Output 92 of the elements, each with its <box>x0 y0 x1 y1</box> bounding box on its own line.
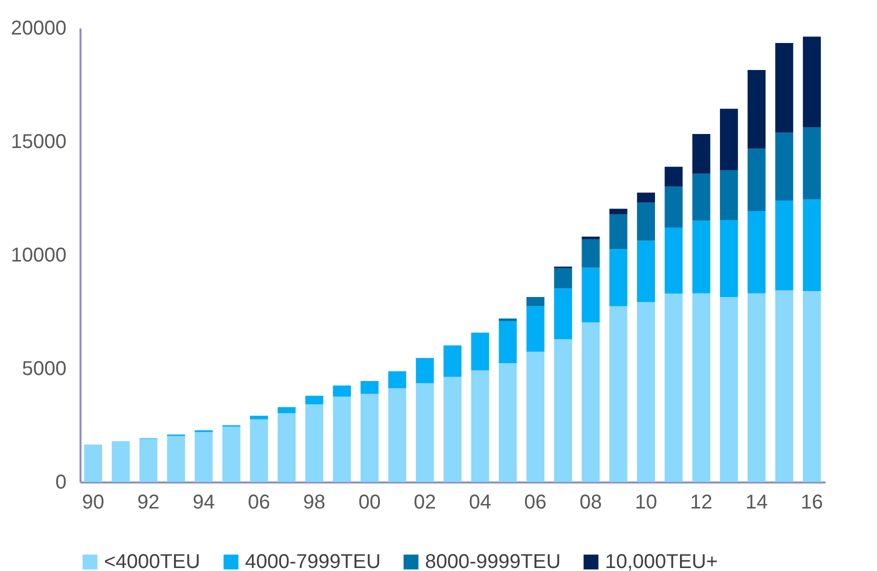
bar <box>388 388 406 482</box>
bar <box>222 426 240 482</box>
bar <box>664 186 683 228</box>
bar <box>748 210 766 294</box>
bar <box>250 416 268 420</box>
bar <box>498 363 517 482</box>
bar <box>637 192 655 203</box>
y-tick-label: 10000 <box>10 244 66 266</box>
x-tick-label: 10 <box>634 492 658 514</box>
bar <box>692 134 710 174</box>
x-tick-label: 94 <box>192 492 215 514</box>
bar <box>278 407 296 414</box>
y-tick-label: 5000 <box>22 358 66 380</box>
bar <box>554 268 572 288</box>
bar <box>664 294 683 482</box>
legend-label: 8000-9999TEU <box>425 551 561 571</box>
bar <box>692 220 710 294</box>
x-tick-label: 06 <box>524 492 547 514</box>
x-tick-label: 06 <box>248 492 270 514</box>
bar <box>692 293 710 482</box>
bar <box>471 370 490 482</box>
bar <box>775 132 794 201</box>
bar <box>802 127 821 200</box>
x-tick-label: 04 <box>469 492 492 514</box>
x-tick-label: 02 <box>414 492 436 514</box>
legend-label: <4000TEU <box>104 551 200 571</box>
bar <box>582 268 600 322</box>
bar <box>720 296 738 482</box>
x-tick-label: 92 <box>137 492 160 514</box>
bar <box>332 396 351 482</box>
bar <box>167 436 186 482</box>
bar <box>664 228 683 294</box>
bar <box>692 174 710 221</box>
x-tick-label: 12 <box>690 492 712 514</box>
bar <box>748 70 766 149</box>
y-tick-label: 20000 <box>10 18 66 40</box>
legend-label: 4000-7999TEU <box>245 551 381 571</box>
y-tick-label: 0 <box>55 472 66 494</box>
bar <box>720 170 738 220</box>
bar <box>388 371 406 388</box>
bar <box>637 302 655 482</box>
legend-label: 10,000TEU+ <box>605 551 718 571</box>
bar <box>802 291 821 482</box>
x-tick-label: 16 <box>800 492 823 514</box>
bar <box>637 202 655 241</box>
bar <box>526 306 544 352</box>
bar <box>139 438 158 482</box>
bar <box>250 419 268 482</box>
bar <box>554 339 572 482</box>
bar <box>748 293 766 482</box>
bar <box>332 386 351 397</box>
bar <box>471 332 490 370</box>
x-tick-label: 00 <box>358 492 381 514</box>
bar <box>526 352 544 482</box>
bar <box>112 441 130 482</box>
y-tick-label: 15000 <box>10 131 66 153</box>
x-tick-label: 98 <box>303 492 326 514</box>
bar <box>416 383 434 482</box>
bar <box>305 404 324 482</box>
bar <box>775 200 794 290</box>
bar <box>609 208 628 214</box>
bar <box>582 239 600 268</box>
bar <box>748 148 766 211</box>
bar <box>444 345 462 377</box>
bar <box>444 376 462 482</box>
bar <box>775 290 794 482</box>
bar <box>802 36 821 128</box>
bar <box>802 199 821 292</box>
bar <box>720 108 738 170</box>
bar <box>360 394 379 482</box>
bar <box>554 288 572 340</box>
bar <box>526 296 544 306</box>
bar <box>194 432 213 482</box>
bar <box>637 240 655 302</box>
bar <box>360 380 379 394</box>
x-tick-label: 90 <box>82 492 104 514</box>
bar <box>609 214 628 250</box>
bar <box>720 220 738 297</box>
bar <box>84 444 102 482</box>
bar <box>582 236 600 240</box>
bar <box>305 396 324 404</box>
bar <box>498 321 517 364</box>
bar <box>609 249 628 306</box>
bar <box>498 318 517 322</box>
bar <box>775 42 794 133</box>
bar <box>609 306 628 482</box>
bar <box>278 413 296 482</box>
x-tick-label: 08 <box>580 492 602 514</box>
x-tick-label: 14 <box>745 492 768 514</box>
bar <box>582 322 600 482</box>
bar <box>416 358 434 384</box>
bar <box>664 166 683 187</box>
